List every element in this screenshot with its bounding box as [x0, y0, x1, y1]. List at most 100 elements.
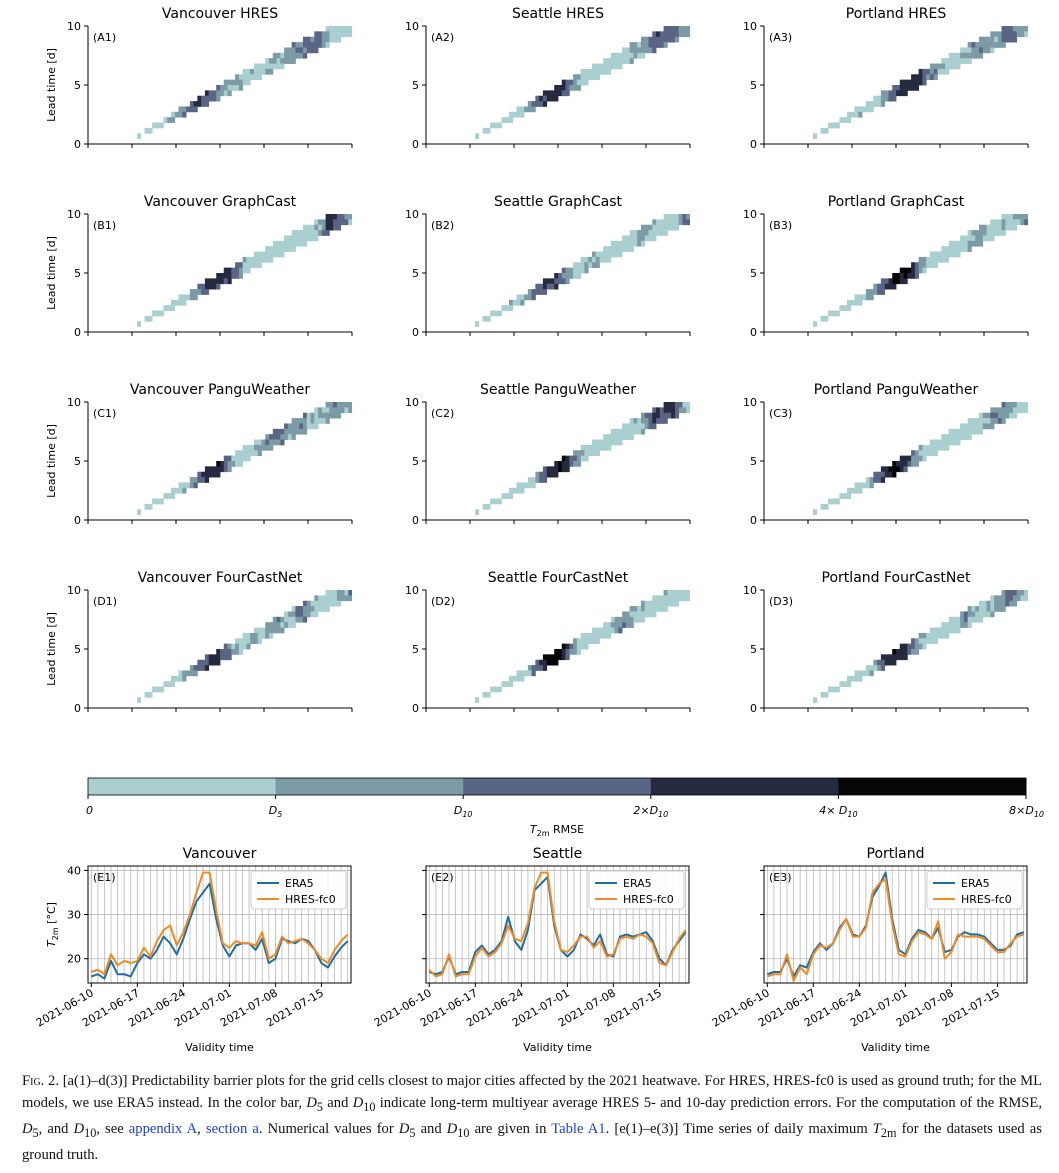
- heatmap-cell: [644, 606, 649, 612]
- heatmap-cell: [299, 428, 304, 435]
- heatmap-cell: [295, 606, 300, 612]
- heatmap-cell: [197, 477, 202, 483]
- heatmap-cell: [656, 224, 661, 231]
- heatmap-cell: [148, 315, 153, 322]
- heatmap-cell: [197, 665, 202, 671]
- heatmap-cell: [333, 402, 338, 408]
- heatmap-cell: [933, 638, 938, 645]
- heatmap-cell: [501, 681, 506, 687]
- heatmap-cell: [1016, 595, 1021, 602]
- heatmap-cell: [967, 418, 972, 424]
- heatmap-cell: [280, 246, 285, 252]
- heatmap-cell: [340, 402, 345, 408]
- heatmap-cell: [573, 450, 578, 457]
- heatmap-cell: [336, 407, 342, 414]
- heatmap-cell: [261, 632, 266, 639]
- heatmap-cell: [558, 85, 563, 91]
- heatmap-cell: [656, 36, 661, 43]
- heatmap-cell: [884, 654, 889, 661]
- heatmap-cell: [873, 659, 878, 666]
- timeseries-row: 2030402021-06-102021-06-172021-06-242021…: [34, 846, 1028, 1054]
- colorbar-tick-label: 4× D10: [819, 804, 857, 819]
- heatmap-cell: [204, 90, 210, 97]
- colorbar-segment: [275, 778, 464, 795]
- heatmap-cell: [291, 622, 296, 628]
- heatmap-cell: [253, 450, 259, 457]
- heatmap-cell: [269, 58, 274, 64]
- heatmap-cell: [952, 246, 957, 252]
- heatmap-cell: [182, 487, 187, 494]
- heatmap-cell: [595, 63, 600, 70]
- heatmap-cell: [926, 444, 931, 451]
- heatmap-cell: [945, 256, 950, 263]
- heatmap-cell: [321, 230, 326, 236]
- heatmap-cell: [137, 697, 142, 704]
- heatmap-cell: [524, 106, 529, 113]
- heatmap-cell: [682, 590, 687, 596]
- heatmap-cell: [990, 595, 995, 602]
- heatmap-cell: [652, 600, 657, 607]
- heatmap-cell: [318, 42, 323, 48]
- heatmap-cell: [584, 643, 589, 650]
- heatmap-cell: [637, 428, 642, 435]
- heatmap-cell: [531, 101, 536, 107]
- heatmap-cell: [208, 90, 213, 97]
- table-link[interactable]: Table A1: [551, 1120, 606, 1137]
- heatmap-cell: [201, 471, 206, 478]
- heatmap-cell: [929, 632, 935, 639]
- heatmap-cell: [963, 52, 969, 59]
- heatmap-cell: [963, 240, 969, 247]
- heatmap-cell: [295, 52, 300, 59]
- heatmap-cell: [325, 36, 330, 43]
- heatmap-cell: [994, 36, 999, 43]
- heatmap-cell: [971, 235, 976, 242]
- heatmap-y-tick-label: 0: [412, 326, 419, 339]
- heatmap-cell: [674, 595, 680, 602]
- heatmap-cell: [314, 230, 319, 236]
- heatmap-cell: [858, 106, 863, 113]
- heatmap-cell: [561, 654, 566, 661]
- heatmap-cell: [482, 315, 487, 322]
- heatmap-cell: [971, 47, 976, 54]
- heatmap-cell: [516, 106, 521, 113]
- heatmap-cell: [242, 74, 247, 81]
- heatmap-cell: [269, 632, 274, 639]
- heatmap-cell: [1024, 590, 1028, 596]
- heatmap-cell: [591, 450, 597, 457]
- heatmap-cell: [922, 643, 927, 650]
- heatmap-cell: [310, 224, 315, 231]
- heatmap-cell: [170, 299, 176, 306]
- heatmap-cell: [595, 251, 600, 258]
- heatmap-cell: [573, 643, 578, 650]
- appendix-link[interactable]: appendix A: [128, 1120, 198, 1137]
- heatmap-cell: [877, 665, 882, 671]
- heatmap-cell: [820, 315, 825, 322]
- heatmap-cell: [535, 665, 540, 671]
- heatmap-cell: [850, 111, 855, 118]
- heatmap-cell: [603, 68, 608, 75]
- heatmap-cell: [865, 294, 870, 301]
- heatmap-cell: [565, 273, 570, 279]
- heatmap-panel-tag: (D2): [431, 595, 455, 608]
- heatmap-cell: [189, 665, 194, 671]
- heatmap-cells: [475, 214, 690, 328]
- heatmap-cell: [610, 58, 615, 64]
- heatmap-cell: [291, 235, 296, 242]
- heatmap-cell: [997, 230, 1002, 236]
- heatmap-cell: [325, 224, 330, 231]
- heatmap-cell: [276, 622, 281, 628]
- heatmap-cell: [512, 487, 517, 494]
- heatmap-cell: [607, 58, 612, 64]
- heatmap-cell: [558, 466, 563, 473]
- heatmap-cell: [603, 444, 608, 451]
- heatmap-cell: [637, 47, 642, 54]
- heatmap-cell: [220, 85, 225, 91]
- heatmap-cell: [561, 649, 566, 655]
- heatmap-cell: [926, 256, 931, 263]
- legend-label: HRES-fc0: [623, 893, 674, 906]
- section-link[interactable]: section a: [205, 1120, 259, 1137]
- heatmap-cell: [640, 224, 646, 231]
- heatmap-cell: [622, 622, 627, 628]
- heatmap-cell: [235, 267, 240, 274]
- heatmap-cell: [253, 63, 259, 70]
